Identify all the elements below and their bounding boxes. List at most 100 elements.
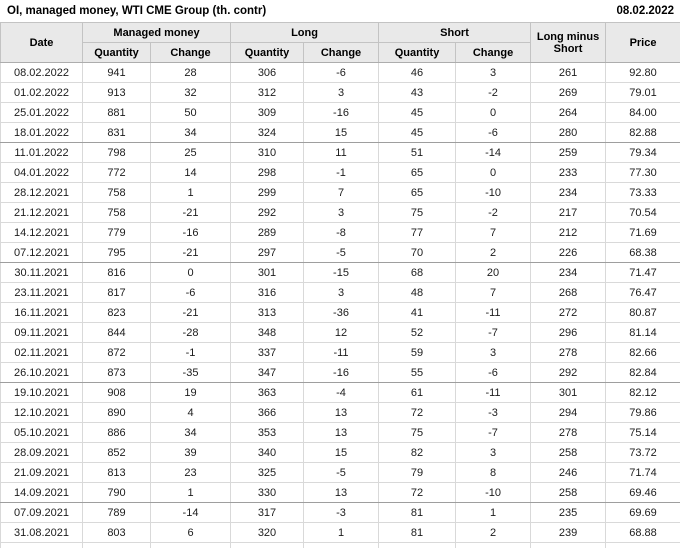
mm-quantity-cell: 908 [82, 382, 151, 403]
price-cell: 68.88 [605, 522, 680, 543]
price-cell: 79.01 [605, 82, 680, 103]
short-quantity-cell: 75 [378, 202, 457, 223]
long-quantity-cell: 316 [230, 282, 304, 303]
empty-cell [455, 542, 532, 548]
short-quantity-cell: 65 [378, 182, 457, 203]
long-change-cell: 15 [302, 442, 380, 463]
long-quantity-cell: 309 [230, 102, 304, 123]
long-change-cell: 13 [302, 402, 380, 423]
long-quantity-cell: 299 [230, 182, 304, 203]
short-quantity-cell: 70 [378, 242, 457, 263]
price-cell: 73.33 [605, 182, 680, 203]
price-cell: 73.72 [605, 442, 680, 463]
empty-cell [150, 542, 231, 548]
long-minus-short-cell: 278 [530, 342, 607, 363]
short-change-cell: 0 [455, 102, 532, 123]
mm-quantity-cell: 881 [82, 102, 151, 123]
long-change-cell: -6 [302, 62, 380, 83]
price-cell: 70.54 [605, 202, 680, 223]
empty-cell [302, 542, 380, 548]
col-group-managed-money: Managed money [82, 22, 231, 43]
long-change-cell: -36 [302, 302, 380, 323]
short-change-cell: -6 [455, 122, 532, 143]
date-cell: 12.10.2021 [0, 402, 83, 423]
short-quantity-cell: 41 [378, 302, 457, 323]
date-cell: 30.11.2021 [0, 262, 83, 283]
price-cell: 75.14 [605, 422, 680, 443]
date-cell: 16.11.2021 [0, 302, 83, 323]
short-quantity-cell: 43 [378, 82, 457, 103]
table-row: 25.01.2022 881 50 309 -16 45 0 264 84.00 [0, 102, 680, 123]
short-quantity-cell: 81 [378, 522, 457, 543]
long-quantity-cell: 340 [230, 442, 304, 463]
mm-change-cell: 25 [150, 142, 231, 163]
short-change-cell: -2 [455, 82, 532, 103]
price-cell: 76.47 [605, 282, 680, 303]
short-change-cell: -7 [455, 322, 532, 343]
mm-quantity-cell: 844 [82, 322, 151, 343]
mm-change-cell: 28 [150, 62, 231, 83]
mm-quantity-cell: 941 [82, 62, 151, 83]
empty-cell [530, 542, 607, 548]
table-row: 07.12.2021 795 -21 297 -5 70 2 226 68.38 [0, 242, 680, 263]
col-header-long-quantity: Quantity [230, 42, 304, 63]
mm-change-cell: 32 [150, 82, 231, 103]
short-quantity-cell: 45 [378, 102, 457, 123]
long-minus-short-cell: 268 [530, 282, 607, 303]
long-change-cell: 13 [302, 482, 380, 503]
short-quantity-cell: 65 [378, 162, 457, 183]
date-cell: 26.10.2021 [0, 362, 83, 383]
short-change-cell: 7 [455, 222, 532, 243]
long-quantity-cell: 320 [230, 522, 304, 543]
long-minus-short-cell: 278 [530, 422, 607, 443]
long-minus-short-cell: 217 [530, 202, 607, 223]
date-cell: 07.09.2021 [0, 502, 83, 523]
date-cell: 04.01.2022 [0, 162, 83, 183]
short-change-cell: 3 [455, 62, 532, 83]
long-quantity-cell: 313 [230, 302, 304, 323]
long-quantity-cell: 325 [230, 462, 304, 483]
mm-change-cell: -1 [150, 342, 231, 363]
mm-quantity-cell: 852 [82, 442, 151, 463]
mm-change-cell: 1 [150, 182, 231, 203]
short-quantity-cell: 72 [378, 482, 457, 503]
date-cell: 05.10.2021 [0, 422, 83, 443]
table-row: 11.01.2022 798 25 310 11 51 -14 259 79.34 [0, 142, 680, 163]
long-change-cell: 3 [302, 82, 380, 103]
price-cell: 71.74 [605, 462, 680, 483]
date-cell: 28.09.2021 [0, 442, 83, 463]
mm-change-cell: -16 [150, 222, 231, 243]
col-header-long-change: Change [302, 42, 380, 63]
short-quantity-cell: 55 [378, 362, 457, 383]
price-cell: 71.47 [605, 262, 680, 283]
long-change-cell: 3 [302, 202, 380, 223]
short-change-cell: 0 [455, 162, 532, 183]
date-cell: 25.01.2022 [0, 102, 83, 123]
table-row: 30.11.2021 816 0 301 -15 68 20 234 71.47 [0, 262, 680, 283]
mm-change-cell: 23 [150, 462, 231, 483]
short-quantity-cell: 81 [378, 502, 457, 523]
long-minus-short-cell: 269 [530, 82, 607, 103]
oi-table: Date Managed money Long Short Long minus… [0, 22, 680, 548]
table-row-partial [0, 542, 680, 548]
long-quantity-cell: 317 [230, 502, 304, 523]
short-change-cell: 1 [455, 502, 532, 523]
mm-quantity-cell: 789 [82, 502, 151, 523]
long-minus-short-cell: 235 [530, 502, 607, 523]
long-minus-short-cell: 272 [530, 302, 607, 323]
price-cell: 77.30 [605, 162, 680, 183]
table-row: 21.09.2021 813 23 325 -5 79 8 246 71.74 [0, 462, 680, 483]
col-header-short-quantity: Quantity [378, 42, 457, 63]
date-cell: 11.01.2022 [0, 142, 83, 163]
col-group-long: Long [229, 22, 380, 43]
short-change-cell: 8 [455, 462, 532, 483]
price-cell: 92.80 [605, 62, 680, 83]
mm-change-cell: 34 [150, 122, 231, 143]
col-header-short-change: Change [455, 42, 532, 63]
price-cell: 71.69 [605, 222, 680, 243]
long-change-cell: 12 [302, 322, 380, 343]
table-row: 28.12.2021 758 1 299 7 65 -10 234 73.33 [0, 182, 680, 203]
short-change-cell: -7 [455, 422, 532, 443]
short-change-cell: -11 [455, 302, 532, 323]
short-change-cell: -11 [455, 382, 532, 403]
